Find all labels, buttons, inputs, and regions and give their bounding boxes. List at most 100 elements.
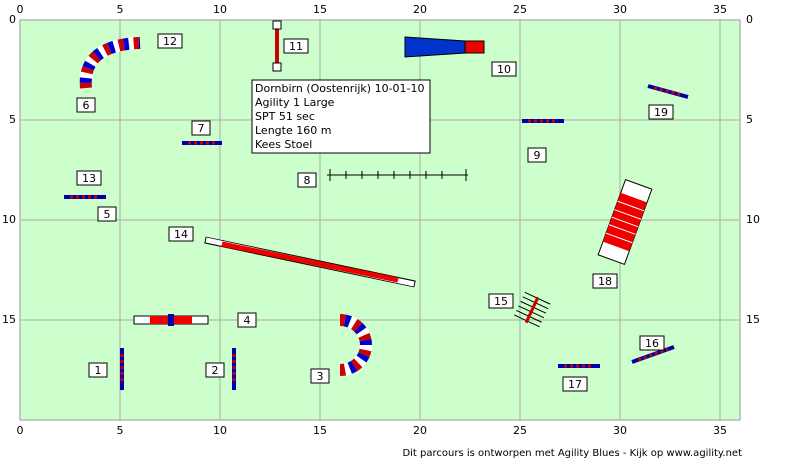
label-text: 7 — [198, 122, 205, 135]
obstacle-label: 8 — [297, 172, 317, 188]
closed-tunnel-end — [464, 40, 485, 54]
a-frame — [597, 178, 653, 266]
obstacle-label: 3 — [310, 368, 330, 384]
x-tick-label: 15 — [313, 3, 327, 16]
x-tick-label: 5 — [117, 3, 124, 16]
label-box — [283, 38, 309, 54]
obstacle-label: 5 — [97, 206, 117, 222]
x-tick-label: 0 — [17, 3, 24, 16]
label-box — [297, 172, 317, 188]
label-text: 12 — [163, 35, 177, 48]
label-text: 6 — [83, 99, 90, 112]
info-frame — [251, 79, 431, 154]
label-text: 2 — [212, 364, 219, 377]
tunnel — [79, 37, 372, 376]
obstacle-label: 14 — [168, 226, 194, 242]
label-box — [488, 293, 514, 309]
obstacle-label: 4 — [237, 312, 257, 328]
info-line: Agility 1 Large — [255, 96, 335, 109]
obstacle-label: 16 — [639, 335, 665, 351]
label-text: 3 — [317, 370, 324, 383]
obstacle-label: 17 — [562, 376, 588, 392]
info-line: SPT 51 sec — [255, 110, 315, 123]
label-text: 14 — [174, 228, 188, 241]
label-text: 11 — [289, 40, 303, 53]
weave-poles — [327, 169, 468, 181]
label-box — [76, 170, 102, 186]
label-text: 10 — [497, 63, 511, 76]
y-tick-label: 5 — [9, 113, 16, 126]
label-box — [310, 368, 330, 384]
x-tick-label: 10 — [213, 424, 227, 437]
label-text: 1 — [95, 364, 102, 377]
obstacle-label: 13 — [76, 170, 102, 186]
label-box — [191, 120, 211, 136]
label-box — [648, 104, 674, 120]
dog-walk — [204, 236, 416, 288]
obstacle-label: 12 — [157, 33, 183, 49]
obstacle-label: 9 — [527, 147, 547, 163]
x-tick-label: 0 — [17, 424, 24, 437]
label-box — [97, 206, 117, 222]
x-tick-label: 10 — [213, 3, 227, 16]
seesaw — [133, 314, 209, 326]
x-tick-label: 25 — [513, 424, 527, 437]
obstacle-label: 1 — [88, 362, 108, 378]
label-text: 16 — [645, 337, 659, 350]
tyre — [514, 291, 551, 328]
label-text: 4 — [244, 314, 251, 327]
label-box — [76, 97, 96, 113]
y-tick-label: 0 — [746, 13, 753, 26]
label-text: 19 — [654, 106, 668, 119]
y-tick-label: 10 — [746, 213, 760, 226]
y-tick-label: 0 — [9, 13, 16, 26]
y-tick-label: 15 — [2, 313, 16, 326]
obstacle-label: 10 — [491, 61, 517, 77]
y-tick-label: 10 — [2, 213, 16, 226]
jump — [64, 20, 689, 390]
label-box — [639, 335, 665, 351]
obstacles — [64, 20, 689, 390]
label-text: 8 — [304, 174, 311, 187]
x-tick-label: 5 — [117, 424, 124, 437]
info-line: Kees Stoel — [255, 138, 312, 151]
footer: Dit parcours is ontworpen met Agility Bl… — [402, 448, 742, 459]
x-tick-label: 30 — [613, 3, 627, 16]
obstacle-label: 11 — [283, 38, 309, 54]
label-text: 5 — [104, 208, 111, 221]
x-tick-label: 25 — [513, 3, 527, 16]
label-box — [491, 61, 517, 77]
closed-tunnel — [404, 36, 466, 58]
y-tick-label: 5 — [746, 113, 753, 126]
label-box — [592, 273, 618, 289]
label-box — [157, 33, 183, 49]
obstacle-label: 18 — [592, 273, 618, 289]
x-tick-label: 20 — [413, 3, 427, 16]
label-box — [205, 362, 225, 378]
x-tick-label: 35 — [713, 3, 727, 16]
y-tick-label: 15 — [746, 313, 760, 326]
label-box — [168, 226, 194, 242]
obstacle-label: 7 — [191, 120, 211, 136]
info-line: Dornbirn (Oostenrijk) 10-01-10 — [255, 82, 425, 95]
label-text: 17 — [568, 378, 582, 391]
obstacle-label: 19 — [648, 104, 674, 120]
x-tick-label: 20 — [413, 424, 427, 437]
label-box — [527, 147, 547, 163]
label-box — [237, 312, 257, 328]
label-text: 9 — [534, 149, 541, 162]
label-text: 18 — [598, 275, 612, 288]
label-text: 15 — [494, 295, 508, 308]
label-box — [88, 362, 108, 378]
x-tick-label: 15 — [313, 424, 327, 437]
obstacle-label: 15 — [488, 293, 514, 309]
obstacle-label: 6 — [76, 97, 96, 113]
label-text: 13 — [82, 172, 96, 185]
x-tick-label: 35 — [713, 424, 727, 437]
label-box — [562, 376, 588, 392]
x-tick-label: 30 — [613, 424, 627, 437]
obstacle-label: 2 — [205, 362, 225, 378]
